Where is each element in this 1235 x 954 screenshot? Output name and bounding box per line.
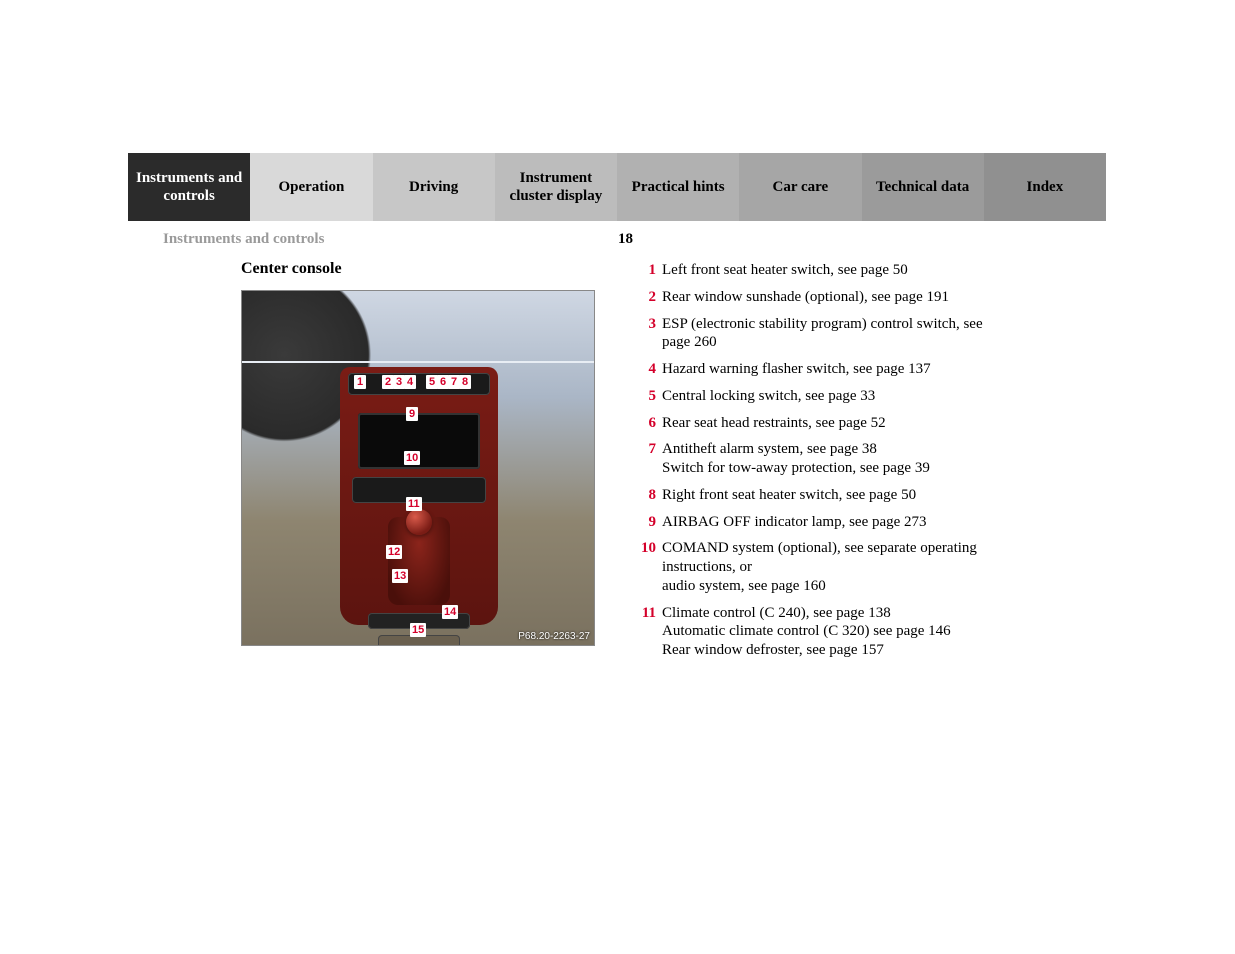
legend-item-line: Antitheft alarm system, see page 38	[662, 440, 996, 459]
legend-item-text: Rear seat head restraints, see page 52	[662, 414, 996, 433]
tab-6[interactable]: Technical data	[862, 153, 984, 221]
figure-center-stack	[340, 367, 498, 625]
legend-item-line: Central locking switch, see page 33	[662, 387, 996, 406]
legend-item-text: Hazard warning flasher switch, see page …	[662, 360, 996, 379]
legend-item-line: Climate control (C 240), see page 138	[662, 604, 996, 623]
legend-item-9: 9 AIRBAG OFF indicator lamp, see page 273	[636, 513, 996, 532]
figure-callout-4: 4	[404, 375, 416, 389]
legend-item-7: 7 Antitheft alarm system, see page 38Swit…	[636, 440, 996, 478]
legend-item-line: Rear window defroster, see page 157	[662, 641, 996, 660]
legend-item-text: COMAND system (optional), see separate o…	[662, 539, 996, 595]
legend-item-number: 7	[636, 440, 656, 459]
tab-strip: Instruments and controlsOperationDriving…	[128, 153, 1106, 221]
center-console-figure: P68.20-2263-27 123456789101112131415	[241, 290, 595, 646]
section-label: Instruments and controls	[163, 231, 324, 248]
figure-callout-10: 10	[404, 451, 420, 465]
legend-item-number: 5	[636, 387, 656, 406]
legend-item-number: 9	[636, 513, 656, 532]
tab-7[interactable]: Index	[984, 153, 1106, 221]
legend-item-number: 8	[636, 486, 656, 505]
page-number: 18	[618, 231, 633, 248]
tab-3[interactable]: Instrument cluster display	[495, 153, 617, 221]
tab-1[interactable]: Operation	[250, 153, 372, 221]
figure-shifter-knob	[406, 509, 432, 535]
tab-0[interactable]: Instruments and controls	[128, 153, 250, 221]
figure-callout-11: 11	[406, 497, 422, 511]
legend-item-text: AIRBAG OFF indicator lamp, see page 273	[662, 513, 996, 532]
figure-callout-14: 14	[442, 605, 458, 619]
legend-item-4: 4 Hazard warning flasher switch, see page…	[636, 360, 996, 379]
manual-page: Instruments and controlsOperationDriving…	[0, 0, 1235, 954]
legend-item-number: 1	[636, 261, 656, 280]
legend-item-11: 11 Climate control (C 240), see page 138A…	[636, 604, 996, 660]
legend-item-text: Rear window sunshade (optional), see pag…	[662, 288, 996, 307]
legend-item-text: Right front seat heater switch, see page…	[662, 486, 996, 505]
figure-callout-15: 15	[410, 623, 426, 637]
legend-item-text: ESP (electronic stability program) contr…	[662, 315, 996, 353]
legend-item-line: AIRBAG OFF indicator lamp, see page 273	[662, 513, 996, 532]
legend-item-3: 3 ESP (electronic stability program) cont…	[636, 315, 996, 353]
legend-item-line: Rear window sunshade (optional), see pag…	[662, 288, 996, 307]
figure-column: Center console P68.20-2263-27 1234567891…	[241, 260, 595, 646]
legend-item-line: Rear seat head restraints, see page 52	[662, 414, 996, 433]
legend-item-1: 1 Left front seat heater switch, see page…	[636, 261, 996, 280]
legend-item-text: Central locking switch, see page 33	[662, 387, 996, 406]
tab-5[interactable]: Car care	[739, 153, 861, 221]
figure-title: Center console	[241, 260, 595, 278]
legend-item-text: Climate control (C 240), see page 138Aut…	[662, 604, 996, 660]
legend-item-number: 10	[636, 539, 656, 558]
figure-callout-1: 1	[354, 375, 366, 389]
figure-callout-12: 12	[386, 545, 402, 559]
section-header-row: Instruments and controls 18	[163, 231, 633, 248]
legend-item-number: 6	[636, 414, 656, 433]
legend-item-line: Left front seat heater switch, see page …	[662, 261, 996, 280]
legend-list: 1 Left front seat heater switch, see page…	[636, 261, 996, 668]
legend-item-line: Switch for tow-away protection, see page…	[662, 459, 996, 478]
figure-callout-9: 9	[406, 407, 418, 421]
legend-item-5: 5 Central locking switch, see page 33	[636, 387, 996, 406]
legend-item-line: Right front seat heater switch, see page…	[662, 486, 996, 505]
legend-item-number: 4	[636, 360, 656, 379]
legend-item-text: Left front seat heater switch, see page …	[662, 261, 996, 280]
legend-item-text: Antitheft alarm system, see page 38Switc…	[662, 440, 996, 478]
legend-item-number: 2	[636, 288, 656, 307]
legend-item-2: 2 Rear window sunshade (optional), see pa…	[636, 288, 996, 307]
figure-callout-13: 13	[392, 569, 408, 583]
legend-item-8: 8 Right front seat heater switch, see pag…	[636, 486, 996, 505]
figure-callout-8: 8	[459, 375, 471, 389]
legend-item-number: 11	[636, 604, 656, 623]
figure-code: P68.20-2263-27	[518, 631, 590, 642]
tab-4[interactable]: Practical hints	[617, 153, 739, 221]
legend-item-number: 3	[636, 315, 656, 334]
legend-item-line: audio system, see page 160	[662, 577, 996, 596]
legend-item-line: COMAND system (optional), see separate o…	[662, 539, 996, 577]
legend-item-6: 6 Rear seat head restraints, see page 52	[636, 414, 996, 433]
tab-2[interactable]: Driving	[373, 153, 495, 221]
legend-item-line: Hazard warning flasher switch, see page …	[662, 360, 996, 379]
legend-item-10: 10 COMAND system (optional), see separate…	[636, 539, 996, 595]
legend-item-line: Automatic climate control (C 320) see pa…	[662, 622, 996, 641]
legend-item-line: ESP (electronic stability program) contr…	[662, 315, 996, 353]
